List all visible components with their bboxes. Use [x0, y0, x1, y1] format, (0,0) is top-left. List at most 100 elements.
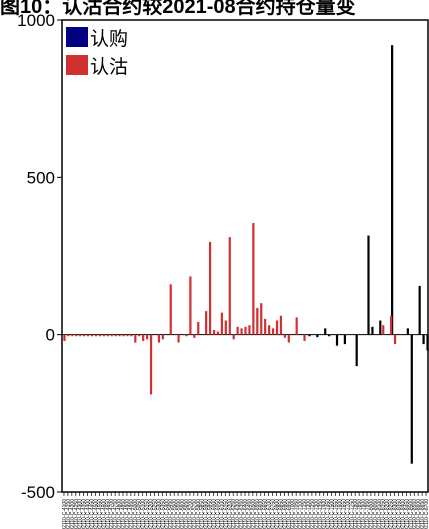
x-tick-label-76: IO2110-C-7900 [361, 499, 367, 529]
x-tick-label-50: IO2110-C-6600 [259, 499, 265, 529]
x-tick-label-26: IO2110-C-5400 [164, 499, 170, 529]
x-tick-label-6: IO2110-C-4400 [86, 499, 92, 529]
x-tick-label-85: IO2110-C-8350 [396, 499, 402, 529]
bar-put-27 [169, 284, 172, 335]
x-tick-label-16: IO2110-C-4900 [125, 499, 131, 529]
bar-call-90 [418, 285, 421, 335]
x-tick-label-91: IO2110-C-8650 [420, 499, 426, 529]
x-tick-label-84: IO2110-C-8300 [393, 499, 399, 529]
y-axis: -500 0 500 1000 [17, 11, 62, 502]
x-tick-label-41: IO2110-C-6150 [223, 499, 229, 529]
y-tick-label-3: 1000 [17, 11, 55, 30]
bar-put-40 [220, 312, 223, 335]
bar-put-84 [393, 334, 397, 345]
bar-put-8 [94, 334, 98, 337]
x-tick-label-77: IO2110-C-7950 [365, 499, 371, 529]
x-tick-label-66: IO2110-C-7400 [322, 499, 328, 529]
x-tick-label-47: IO2110-C-6450 [247, 499, 253, 529]
x-tick-label-3: IO2110-C-4250 [74, 499, 80, 529]
x-tick-label-35: IO2110-C-5850 [200, 499, 206, 529]
bar-put-17 [130, 334, 133, 337]
bar-put-61 [303, 334, 306, 341]
bar-put-53 [271, 328, 275, 335]
bar-put-52 [268, 325, 271, 335]
bar-put-50 [260, 303, 263, 335]
bar-put-56 [283, 334, 286, 338]
x-tick-label-1: IO2110-C-4150 [66, 499, 72, 529]
legend: 认购 认沽 [66, 27, 128, 78]
bar-put-4 [79, 334, 82, 337]
plot-frame [61, 19, 429, 493]
bar-put-36 [205, 311, 208, 335]
bar-put-15 [122, 334, 125, 337]
x-tick-label-40: IO2110-C-6100 [219, 499, 225, 529]
x-tick-label-69: IO2110-C-7550 [334, 499, 340, 529]
y-tick-label-0: -500 [21, 483, 55, 502]
x-tick-label-81: IO2110-C-8150 [381, 499, 387, 529]
bar-put-43 [232, 334, 235, 340]
x-tick-label-89: IO2110-C-8550 [412, 499, 418, 529]
x-tick-label-62: IO2110-C-7200 [306, 499, 312, 529]
bar-call-78 [371, 326, 374, 335]
bar-put-57 [287, 334, 290, 343]
bar-call-77 [367, 235, 370, 335]
bar-put-29 [177, 334, 180, 343]
bar-call-88 [410, 334, 413, 464]
y-tick-label-1: 0 [46, 326, 55, 345]
bar-put-18 [134, 334, 137, 343]
legend-swatch-put [66, 55, 88, 75]
x-tick-label-82: IO2110-C-8200 [385, 499, 391, 529]
x-tick-label-18: IO2110-C-5000 [133, 499, 139, 529]
bar-put-19 [138, 334, 141, 337]
x-tick-label-25: IO2110-C-5350 [160, 499, 166, 529]
x-tick-label-61: IO2110-C-7150 [302, 499, 308, 529]
bar-put-32 [189, 276, 192, 335]
bar-put-46 [244, 326, 247, 335]
x-tick-label-34: IO2110-C-5800 [196, 499, 202, 529]
x-tick-label-78: IO2110-C-8000 [369, 499, 375, 529]
x-tick-label-13: IO2110-C-4750 [113, 499, 119, 529]
x-tick-label-20: IO2110-C-5100 [141, 499, 147, 529]
bar-put-54 [275, 320, 279, 335]
bar-put-16 [126, 334, 129, 337]
legend-swatch-call [66, 27, 88, 47]
bar-put-5 [83, 334, 86, 337]
bar-call-71 [343, 334, 346, 345]
bar-put-59 [295, 317, 298, 335]
x-tick-label-8: IO2110-C-4500 [93, 499, 99, 529]
bar-put-83 [390, 315, 393, 335]
x-tick-label-24: IO2110-C-5300 [156, 499, 162, 529]
x-tick-label-90: IO2110-C-8600 [416, 499, 422, 529]
x-tick-label-0: IO2110-C-4100 [62, 499, 68, 529]
x-tick-label-60: IO2110-C-7100 [298, 499, 304, 529]
x-tick-label-33: IO2110-C-5750 [192, 499, 198, 529]
legend-label-call: 认购 [90, 28, 128, 50]
x-tick-label-23: IO2110-C-5250 [152, 499, 158, 529]
x-tick-label-19: IO2110-C-5050 [137, 499, 143, 529]
x-tick-label-14: IO2110-C-4800 [117, 499, 123, 529]
bar-put-31 [185, 334, 188, 337]
x-tick-label-4: IO2110-C-4300 [78, 499, 84, 529]
bar-put-33 [193, 334, 196, 338]
bar-put-24 [157, 334, 161, 343]
x-tick-label-86: IO2110-C-8400 [400, 499, 406, 529]
bar-put-11 [106, 334, 109, 337]
x-tick-label-92: IO2110-C-8700 [424, 499, 429, 529]
bar-put-49 [256, 307, 259, 335]
x-tick-label-7: IO2110-C-4450 [90, 499, 96, 529]
bar-call-67 [328, 334, 331, 337]
x-tick-label-48: IO2110-C-6500 [251, 499, 257, 529]
bar-call-66 [324, 328, 327, 335]
bar-put-6 [86, 334, 90, 337]
bar-put-3 [75, 334, 78, 337]
x-tick-label-64: IO2110-C-7300 [314, 499, 320, 529]
x-tick-label-15: IO2110-C-4850 [121, 499, 127, 529]
x-tick-label-37: IO2110-C-5950 [208, 499, 214, 529]
bar-put-14 [118, 334, 121, 337]
x-tick-label-83: IO2110-C-8250 [389, 499, 395, 529]
bar-call-74 [355, 334, 358, 367]
x-tick-label-32: IO2110-C-5700 [188, 499, 194, 529]
x-tick-label-56: IO2110-C-6900 [282, 499, 288, 529]
bar-put-81 [382, 325, 385, 335]
